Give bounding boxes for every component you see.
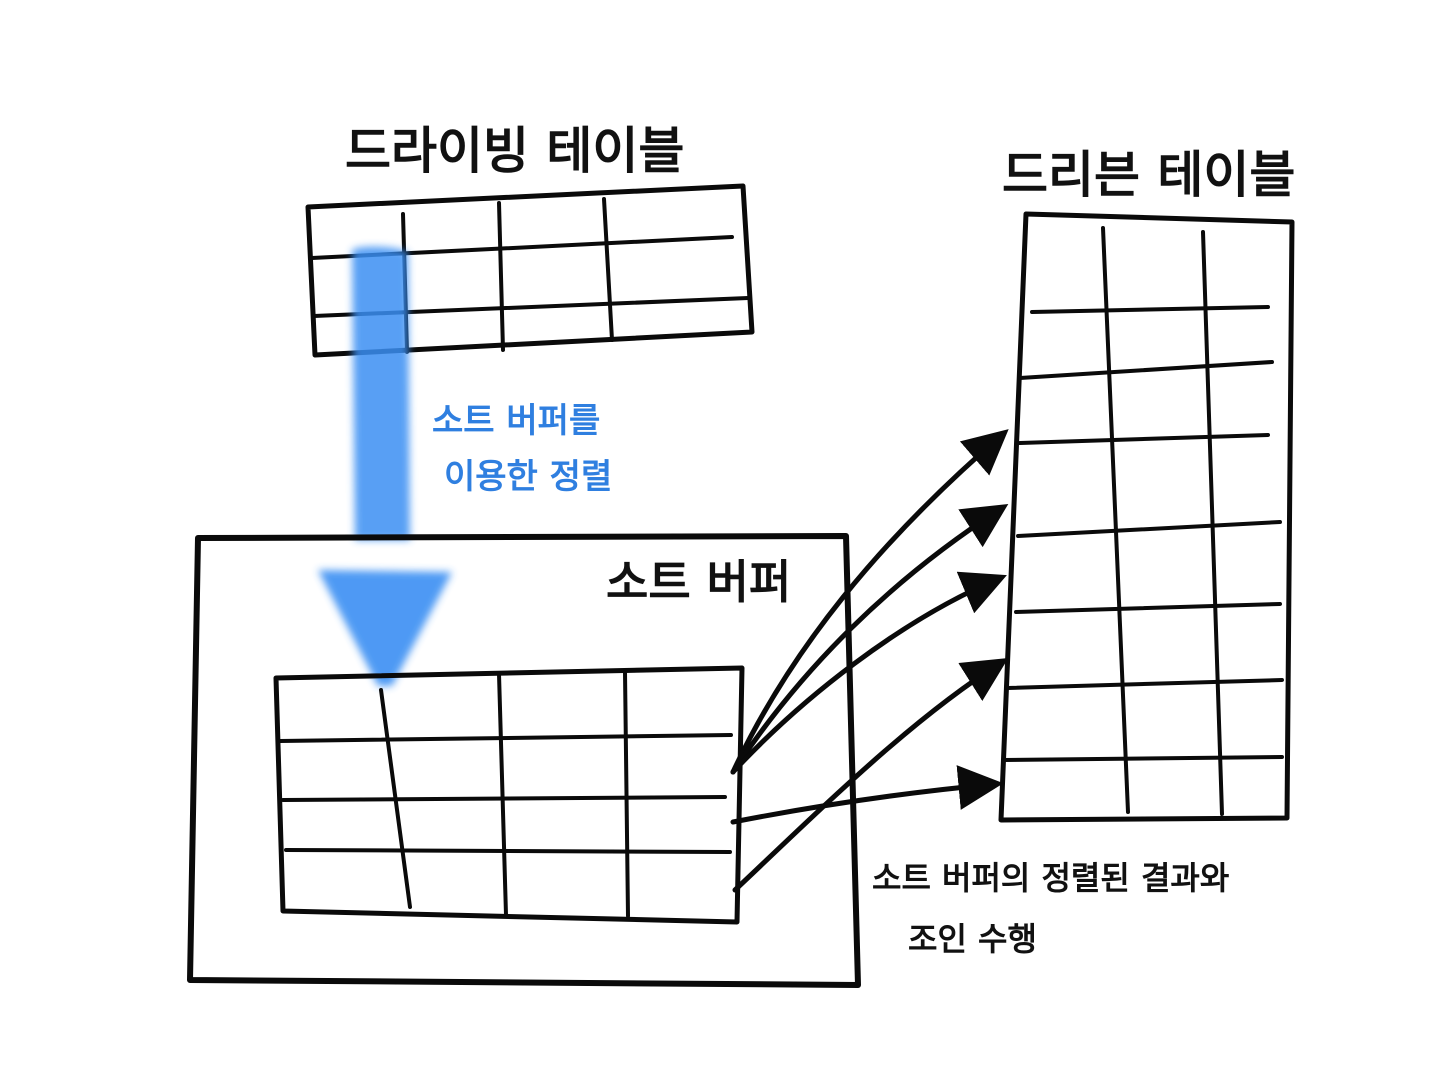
- right-arrow-icon: [730, 429, 1009, 775]
- sort-note-line1: 소트 버퍼를: [432, 401, 600, 441]
- sort-note-line2: 이용한 정렬: [444, 457, 612, 497]
- down-arrow-icon: [318, 246, 452, 686]
- driven-table-title: 드리븐 테이블: [1002, 146, 1295, 204]
- right-arrow-icon: [730, 503, 1009, 775]
- join-arrows: [730, 429, 1009, 893]
- driving-table-title: 드라이빙 테이블: [345, 122, 684, 180]
- sorted-table: [273, 665, 745, 925]
- sort-buffer-title: 소트 버퍼: [606, 555, 791, 609]
- join-note-line1: 소트 버퍼의 정렬된 결과와: [872, 859, 1229, 897]
- sort-buffer-box: [187, 533, 861, 988]
- right-arrow-icon: [730, 571, 1007, 775]
- join-note-line2: 조인 수행: [908, 920, 1037, 958]
- driven-table: [998, 211, 1295, 823]
- right-arrow-icon: [730, 765, 1004, 825]
- right-arrow-icon: [732, 657, 1009, 893]
